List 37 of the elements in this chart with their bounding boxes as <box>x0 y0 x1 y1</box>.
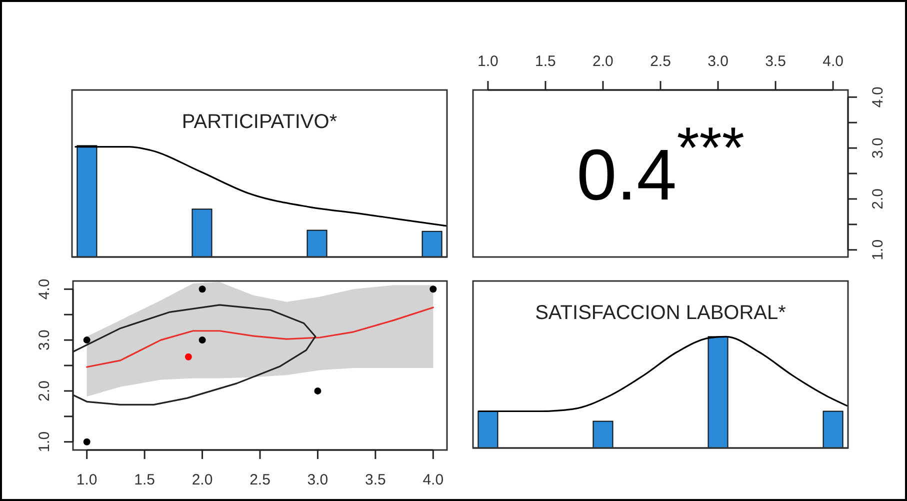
x-tick-label: 1.0 <box>76 472 98 488</box>
y-tick-label: 4.0 <box>36 278 53 300</box>
x-tick-label: 4.0 <box>422 472 444 488</box>
point <box>83 438 90 446</box>
bar <box>76 145 98 257</box>
point <box>314 387 322 394</box>
chart-title: SATISFACCION LABORAL* <box>535 302 786 324</box>
chart-title: PARTICIPATIVO* <box>182 111 338 133</box>
line-series <box>86 306 434 368</box>
x-tick-label: 2.5 <box>250 472 270 488</box>
y-tick-label: 1.0 <box>870 239 886 260</box>
x-tick-label: 1.0 <box>478 53 498 70</box>
point <box>198 336 206 344</box>
point <box>184 353 192 360</box>
y-tick-label: 3.0 <box>36 330 53 350</box>
point <box>430 286 437 293</box>
point <box>83 336 90 344</box>
bar <box>306 230 328 257</box>
y-tick-label: 2.0 <box>870 188 886 210</box>
point <box>198 286 206 293</box>
annotation: 0.4$^{***}$ <box>576 115 744 216</box>
x-tick-label: 2.0 <box>592 53 614 70</box>
x-tick-label: 3.5 <box>365 472 386 488</box>
y-tick-label: 2.0 <box>36 380 53 402</box>
x-tick-label: 1.5 <box>535 53 556 70</box>
x-tick-label: 1.5 <box>134 472 155 488</box>
y-tick-label: 4.0 <box>870 86 886 108</box>
bar <box>192 208 212 257</box>
y-tick-label: 1.0 <box>36 431 53 452</box>
x-tick-label: 3.0 <box>708 53 728 70</box>
x-tick-label: 2.5 <box>650 53 671 70</box>
bar <box>422 230 442 257</box>
x-tick-label: 2.0 <box>192 472 213 488</box>
x-tick-label: 3.5 <box>765 53 786 70</box>
x-tick-label: 3.0 <box>307 472 328 488</box>
y-tick-label: 3.0 <box>870 138 886 158</box>
x-tick-label: 4.0 <box>822 53 844 70</box>
